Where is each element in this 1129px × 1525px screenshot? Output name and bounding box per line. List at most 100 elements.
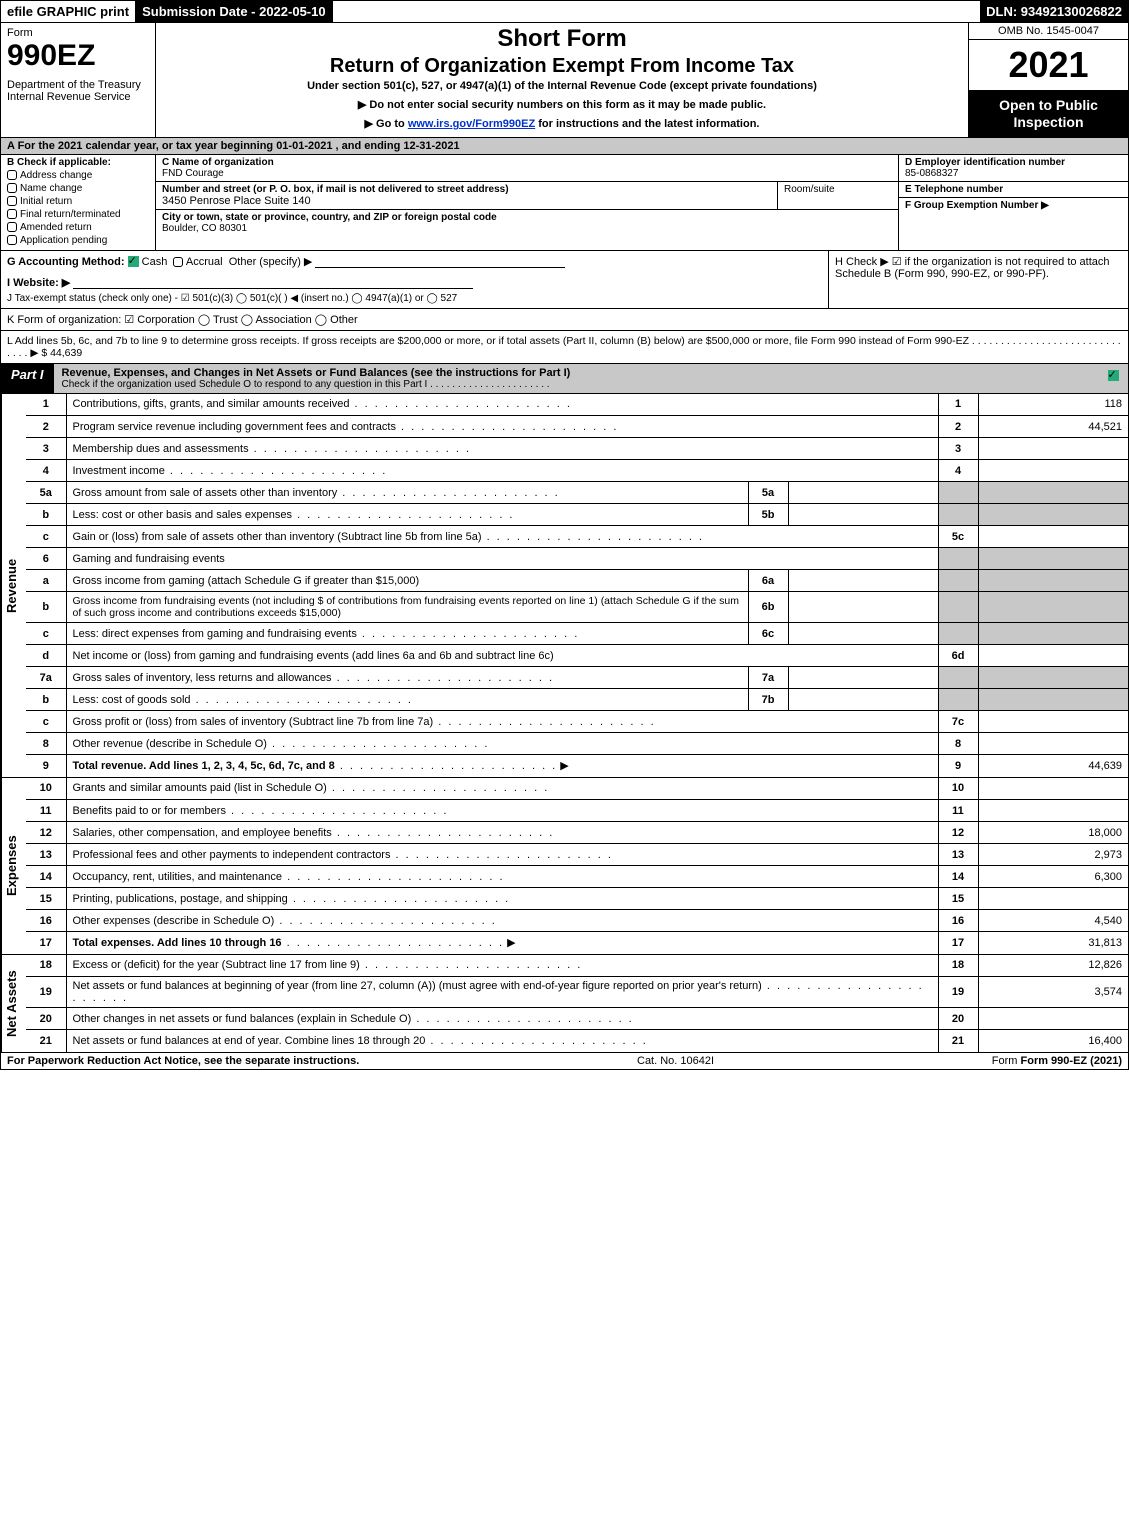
open-inspection: Open to Public Inspection [969, 91, 1128, 137]
line-7c: c Gross profit or (loss) from sales of i… [26, 711, 1128, 733]
val-9: 44,639 [978, 755, 1128, 777]
side-expenses: Expenses [1, 778, 26, 954]
lbl-group: F Group Exemption Number ▶ [905, 200, 1122, 211]
form-number: 990EZ [7, 39, 149, 73]
footer-mid: Cat. No. 10642I [637, 1055, 714, 1067]
side-netassets: Net Assets [1, 955, 26, 1052]
chk-initial[interactable]: Initial return [7, 196, 149, 207]
footer: For Paperwork Reduction Act Notice, see … [0, 1053, 1129, 1070]
city: Boulder, CO 80301 [162, 223, 892, 234]
line-3: 3 Membership dues and assessments 3 [26, 438, 1128, 460]
line-21: 21Net assets or fund balances at end of … [26, 1030, 1128, 1052]
instr-1: ▶ Do not enter social security numbers o… [166, 98, 958, 111]
line-11: 11Benefits paid to or for members11 [26, 800, 1128, 822]
lbl-phone: E Telephone number [905, 184, 1122, 195]
line-16: 16Other expenses (describe in Schedule O… [26, 910, 1128, 932]
line-6c: c Less: direct expenses from gaming and … [26, 623, 1128, 645]
line-2: 2 Program service revenue including gove… [26, 416, 1128, 438]
line-5a: 5a Gross amount from sale of assets othe… [26, 482, 1128, 504]
lbl-org-name: C Name of organization [162, 157, 892, 168]
expenses-section: Expenses 10Grants and similar amounts pa… [0, 778, 1129, 955]
line-8: 8 Other revenue (describe in Schedule O)… [26, 733, 1128, 755]
line-20: 20Other changes in net assets or fund ba… [26, 1008, 1128, 1030]
lbl-room: Room/suite [778, 182, 898, 209]
part-1-checkbox[interactable] [1098, 364, 1128, 393]
footer-right: Form Form 990-EZ (2021) [992, 1055, 1122, 1067]
box-c: C Name of organization FND Courage Numbe… [156, 155, 898, 250]
row-gh: G Accounting Method: Cash Accrual Other … [0, 251, 1129, 309]
lbl-street: Number and street (or P. O. box, if mail… [162, 184, 771, 195]
title-return: Return of Organization Exempt From Incom… [166, 55, 958, 78]
efile-label: efile GRAPHIC print [1, 1, 136, 22]
chk-cash[interactable] [128, 256, 139, 267]
line-10: 10Grants and similar amounts paid (list … [26, 778, 1128, 800]
part-1-tag: Part I [1, 364, 54, 393]
netassets-section: Net Assets 18Excess or (deficit) for the… [0, 955, 1129, 1053]
row-a-period: A For the 2021 calendar year, or tax yea… [0, 138, 1129, 155]
lbl-g: G Accounting Method: [7, 256, 125, 268]
chk-address[interactable]: Address change [7, 170, 149, 181]
lbl-ein: D Employer identification number [905, 157, 1122, 168]
subtitle: Under section 501(c), 527, or 4947(a)(1)… [166, 80, 958, 92]
line-5c: c Gain or (loss) from sale of assets oth… [26, 526, 1128, 548]
line-6: 6 Gaming and fundraising events [26, 548, 1128, 570]
part-1-header: Part I Revenue, Expenses, and Changes in… [0, 364, 1129, 394]
chk-amended[interactable]: Amended return [7, 222, 149, 233]
line-9: 9 Total revenue. Add lines 1, 2, 3, 4, 5… [26, 755, 1128, 777]
row-k: K Form of organization: ☑ Corporation ◯ … [0, 309, 1129, 331]
ein: 85-0868327 [905, 168, 1122, 179]
form-header: Form 990EZ Department of the Treasury In… [0, 23, 1129, 138]
website-input[interactable] [73, 277, 473, 289]
line-6b: b Gross income from fundraising events (… [26, 592, 1128, 623]
form-word: Form [7, 27, 149, 39]
row-g: G Accounting Method: Cash Accrual Other … [1, 251, 828, 308]
col-def: D Employer identification number 85-0868… [898, 155, 1128, 250]
line-7b: b Less: cost of goods sold 7b [26, 689, 1128, 711]
header-right: OMB No. 1545-0047 2021 Open to Public In… [968, 23, 1128, 137]
row-h: H Check ▶ ☑ if the organization is not r… [828, 251, 1128, 308]
chk-pending[interactable]: Application pending [7, 235, 149, 246]
footer-left: For Paperwork Reduction Act Notice, see … [7, 1055, 359, 1067]
top-bar: efile GRAPHIC print Submission Date - 20… [0, 0, 1129, 23]
line-15: 15Printing, publications, postage, and s… [26, 888, 1128, 910]
submission-date: Submission Date - 2022-05-10 [136, 1, 333, 22]
tax-year: 2021 [969, 40, 1128, 91]
header-mid: Short Form Return of Organization Exempt… [156, 23, 968, 137]
part-1-desc: Revenue, Expenses, and Changes in Net As… [54, 364, 1098, 393]
org-name: FND Courage [162, 168, 892, 179]
chk-name[interactable]: Name change [7, 183, 149, 194]
box-b: B Check if applicable: Address change Na… [1, 155, 156, 250]
line-1: 1 Contributions, gifts, grants, and simi… [26, 394, 1128, 416]
revenue-table: 1 Contributions, gifts, grants, and simi… [26, 394, 1128, 777]
line-7a: 7a Gross sales of inventory, less return… [26, 667, 1128, 689]
expenses-table: 10Grants and similar amounts paid (list … [26, 778, 1128, 954]
row-i: I Website: ▶ [7, 277, 70, 289]
line-18: 18Excess or (deficit) for the year (Subt… [26, 955, 1128, 977]
lbl-city: City or town, state or province, country… [162, 212, 892, 223]
omb-number: OMB No. 1545-0047 [969, 23, 1128, 40]
line-5b: b Less: cost or other basis and sales ex… [26, 504, 1128, 526]
line-6a: a Gross income from gaming (attach Sched… [26, 570, 1128, 592]
line-13: 13Professional fees and other payments t… [26, 844, 1128, 866]
side-revenue: Revenue [1, 394, 26, 777]
chk-accrual[interactable] [173, 257, 183, 267]
irs-link[interactable]: www.irs.gov/Form990EZ [408, 118, 535, 130]
val-2: 44,521 [978, 416, 1128, 438]
street: 3450 Penrose Place Suite 140 [162, 195, 771, 207]
row-l: L Add lines 5b, 6c, and 7b to line 9 to … [0, 331, 1129, 364]
dln-label: DLN: 93492130026822 [980, 1, 1128, 22]
line-14: 14Occupancy, rent, utilities, and mainte… [26, 866, 1128, 888]
section-bcdef: B Check if applicable: Address change Na… [0, 155, 1129, 251]
revenue-section: Revenue 1 Contributions, gifts, grants, … [0, 394, 1129, 778]
box-b-title: B Check if applicable: [7, 157, 149, 168]
other-method-input[interactable] [315, 256, 565, 268]
row-j: J Tax-exempt status (check only one) - ☑… [7, 293, 822, 304]
chk-final[interactable]: Final return/terminated [7, 209, 149, 220]
part-1-check: Check if the organization used Schedule … [62, 379, 1090, 390]
line-19: 19Net assets or fund balances at beginni… [26, 977, 1128, 1008]
netassets-table: 18Excess or (deficit) for the year (Subt… [26, 955, 1128, 1052]
line-4: 4 Investment income 4 [26, 460, 1128, 482]
line-6d: d Net income or (loss) from gaming and f… [26, 645, 1128, 667]
line-12: 12Salaries, other compensation, and empl… [26, 822, 1128, 844]
instr-2-post: for instructions and the latest informat… [535, 118, 759, 130]
